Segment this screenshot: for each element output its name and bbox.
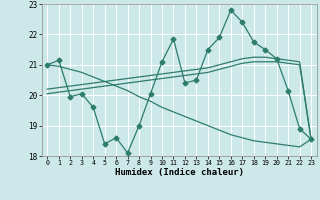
X-axis label: Humidex (Indice chaleur): Humidex (Indice chaleur) — [115, 168, 244, 177]
